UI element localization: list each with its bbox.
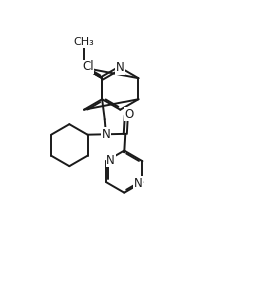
Text: N: N [102,128,110,141]
Text: N: N [116,61,125,74]
Text: Cl: Cl [82,60,93,73]
Text: N: N [106,154,115,167]
Text: O: O [125,108,134,121]
Text: CH₃: CH₃ [73,37,94,47]
Text: N: N [133,177,142,190]
